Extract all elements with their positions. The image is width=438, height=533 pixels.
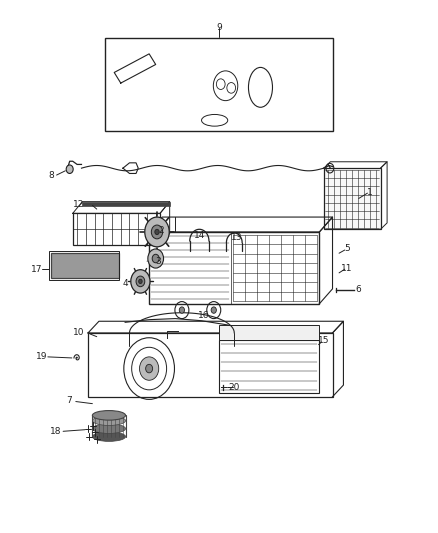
- Text: 18: 18: [50, 427, 62, 436]
- Text: 17: 17: [31, 265, 42, 273]
- Text: 15: 15: [318, 336, 329, 345]
- Circle shape: [131, 270, 150, 293]
- Circle shape: [148, 249, 163, 268]
- Bar: [219, 340, 319, 393]
- Bar: [149, 232, 319, 304]
- Circle shape: [155, 229, 159, 235]
- Bar: [51, 253, 119, 278]
- Text: 5: 5: [344, 245, 350, 254]
- Bar: [106, 38, 332, 131]
- Circle shape: [152, 254, 159, 263]
- Bar: [73, 213, 160, 245]
- Text: 7: 7: [67, 396, 72, 405]
- Text: 12: 12: [73, 200, 84, 209]
- Text: 4: 4: [123, 279, 128, 288]
- Text: 1: 1: [367, 188, 372, 197]
- Circle shape: [151, 225, 162, 239]
- Text: 20: 20: [229, 383, 240, 392]
- Ellipse shape: [92, 416, 126, 425]
- Text: 2: 2: [159, 226, 164, 235]
- Text: 9: 9: [216, 23, 222, 32]
- Ellipse shape: [92, 410, 126, 420]
- Circle shape: [211, 307, 216, 313]
- Circle shape: [179, 307, 184, 313]
- Bar: [88, 333, 332, 397]
- Ellipse shape: [92, 432, 126, 441]
- Circle shape: [145, 217, 169, 247]
- Text: 11: 11: [341, 264, 353, 272]
- Circle shape: [136, 276, 145, 287]
- Bar: [219, 325, 319, 340]
- Bar: [324, 168, 381, 229]
- Text: 16: 16: [198, 311, 209, 320]
- Ellipse shape: [92, 424, 126, 433]
- Circle shape: [140, 357, 159, 380]
- Text: 3: 3: [155, 257, 161, 265]
- Circle shape: [66, 165, 73, 173]
- Bar: [82, 201, 170, 206]
- Circle shape: [146, 365, 152, 373]
- Text: 13: 13: [231, 233, 242, 242]
- Text: 6: 6: [356, 285, 362, 294]
- Text: 14: 14: [194, 231, 205, 240]
- Circle shape: [139, 279, 142, 284]
- Text: 19: 19: [35, 352, 47, 361]
- Text: 10: 10: [73, 328, 84, 337]
- Text: 8: 8: [48, 171, 54, 180]
- Bar: [49, 251, 120, 280]
